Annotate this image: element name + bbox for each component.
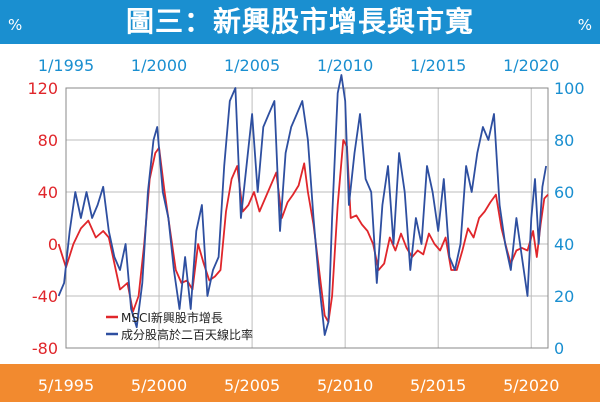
x-bottom-tick-label: 5/2020 (503, 376, 559, 395)
x-bottom-tick-label: 5/2000 (131, 376, 187, 395)
y-right-tick-label: 80 (554, 131, 574, 150)
x-top-tick-label: 1/2010 (317, 56, 373, 75)
plot-frame (65, 87, 549, 349)
y-right-tick-label: 20 (554, 287, 574, 306)
y-left-tick-label: 80 (38, 131, 58, 150)
y-left-tick-label: 120 (27, 79, 58, 98)
x-top-tick-label: 1/2020 (503, 56, 559, 75)
x-bottom-tick-label: 5/2015 (410, 376, 466, 395)
chart-title: 圖三：新興股市增長與市寬 (125, 5, 474, 38)
right-unit-label: % (577, 16, 592, 34)
series-line-2 (57, 74, 547, 336)
y-left-tick-label: 0 (48, 235, 58, 254)
x-top-tick-label: 1/1995 (38, 56, 94, 75)
x-bottom-tick-label: 5/1995 (38, 376, 94, 395)
x-top-tick-label: 1/2000 (131, 56, 187, 75)
y-left-tick-label: 40 (38, 183, 58, 202)
x-top-tick-label: 1/2005 (224, 56, 280, 75)
y-right-tick-label: 40 (554, 235, 574, 254)
y-left-tick-label: -40 (32, 287, 58, 306)
title-bar (0, 0, 600, 44)
y-right-tick-label: 100 (554, 79, 585, 98)
bottom-date-bar (0, 364, 600, 402)
x-bottom-tick-label: 5/2005 (224, 376, 280, 395)
y-right-tick-label: 0 (554, 339, 564, 358)
left-unit-label: % (8, 16, 23, 34)
x-top-tick-label: 1/2015 (410, 56, 466, 75)
y-right-tick-label: 60 (554, 183, 574, 202)
y-left-tick-label: -80 (32, 339, 58, 358)
series-lines (57, 74, 549, 336)
x-bottom-tick-label: 5/2010 (317, 376, 373, 395)
legend-label: MSCI新興股市增長 (121, 310, 223, 325)
tick-labels: -80 -40 0 40 80 120 0 20 40 60 80 100 1/1995 1/2000 1/… (27, 56, 584, 395)
legend-label: 成分股高於二百天線比率 (121, 327, 253, 342)
